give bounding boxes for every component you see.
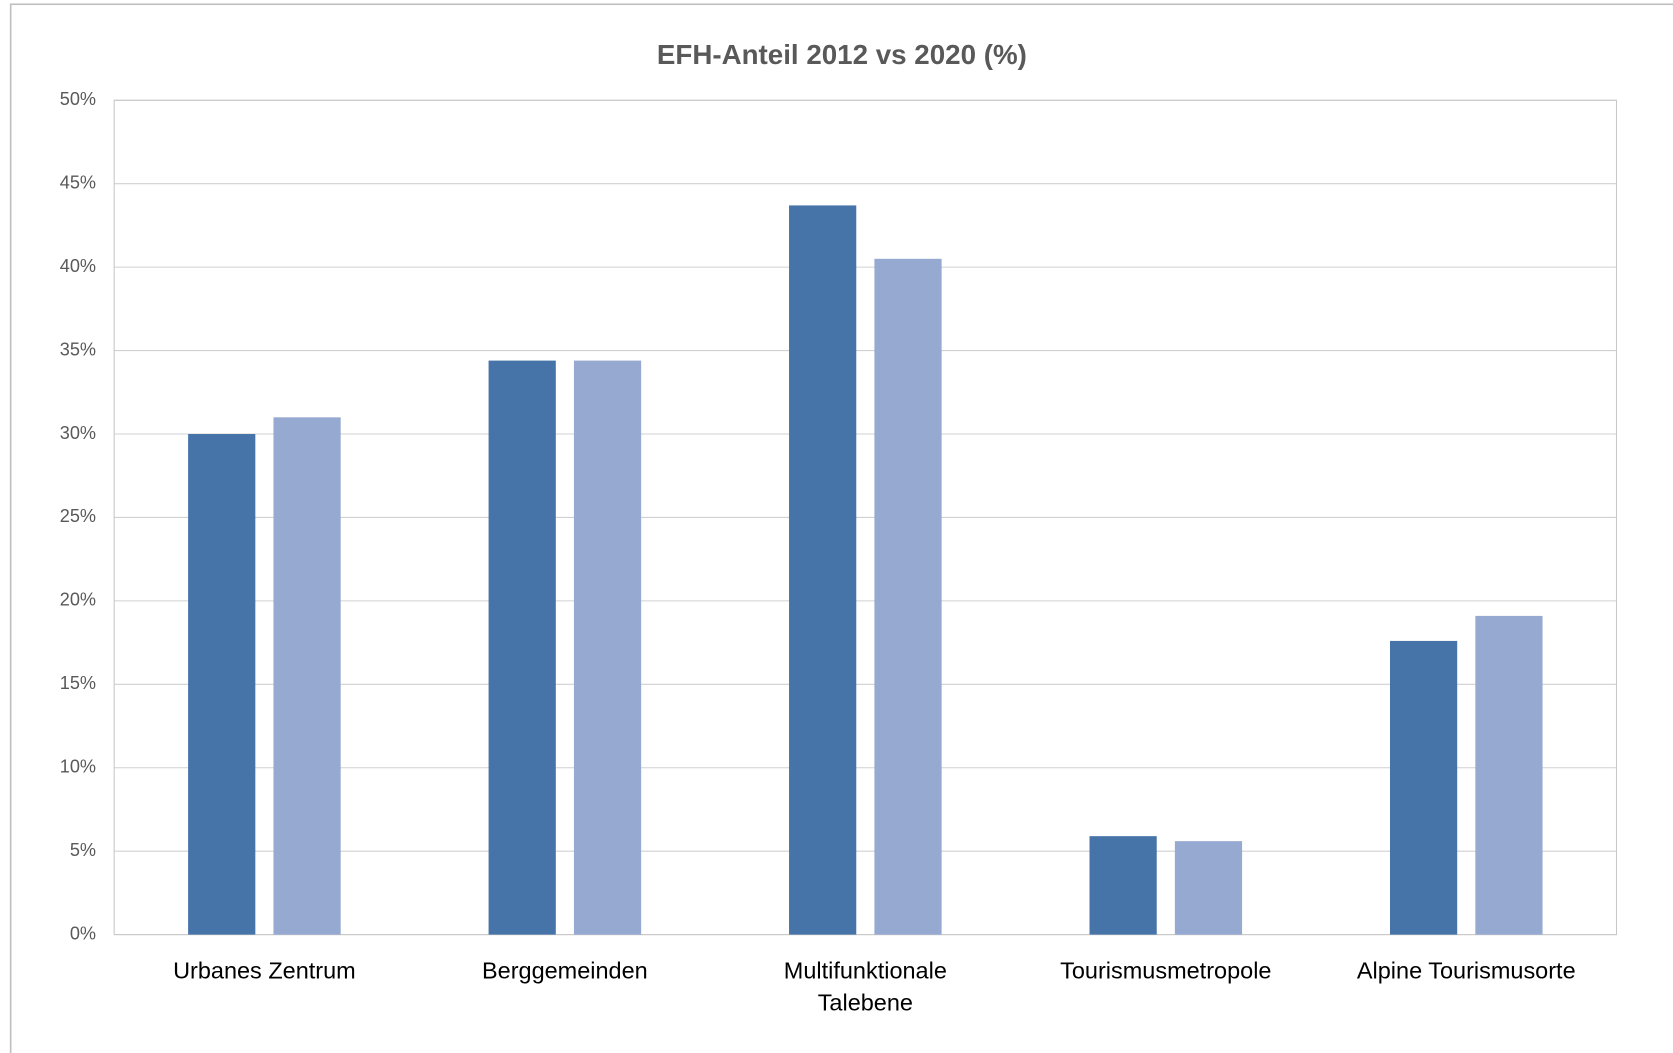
bar [1089,836,1157,935]
bar [789,205,857,935]
y-tick-label: 5% [70,840,96,860]
chart-title: EFH-Anteil 2012 vs 2020 (%) [657,39,1027,70]
chart-frame [9,3,1673,1053]
bar [1475,615,1543,935]
bar [1174,841,1243,935]
y-tick-label: 45% [60,173,96,193]
y-tick-label: 35% [60,339,96,359]
bar [1389,640,1458,935]
bar [188,434,256,935]
y-tick-label: 30% [60,423,96,443]
y-tick-label: 15% [60,673,96,693]
x-tick-label: Berggemeinden [481,957,648,984]
x-tick-label: Alpine Tourismusorte [1356,957,1576,984]
plot-border [113,99,1618,936]
y-tick-label: 40% [60,256,96,276]
y-tick-label: 20% [60,590,96,610]
y-tick-label: 50% [60,89,96,109]
x-tick-label: Urbanes Zentrum [173,957,356,984]
y-tick-label: 10% [60,757,96,777]
x-tick-label: Multifunktionale Talebene [783,957,947,1016]
bar [874,258,942,935]
x-tick-label: Tourismusmetropole [1060,957,1272,984]
bar [488,360,556,935]
y-tick-label: 25% [60,506,96,526]
bar [273,417,341,935]
y-tick-label: 0% [70,923,96,943]
bar [573,360,642,935]
